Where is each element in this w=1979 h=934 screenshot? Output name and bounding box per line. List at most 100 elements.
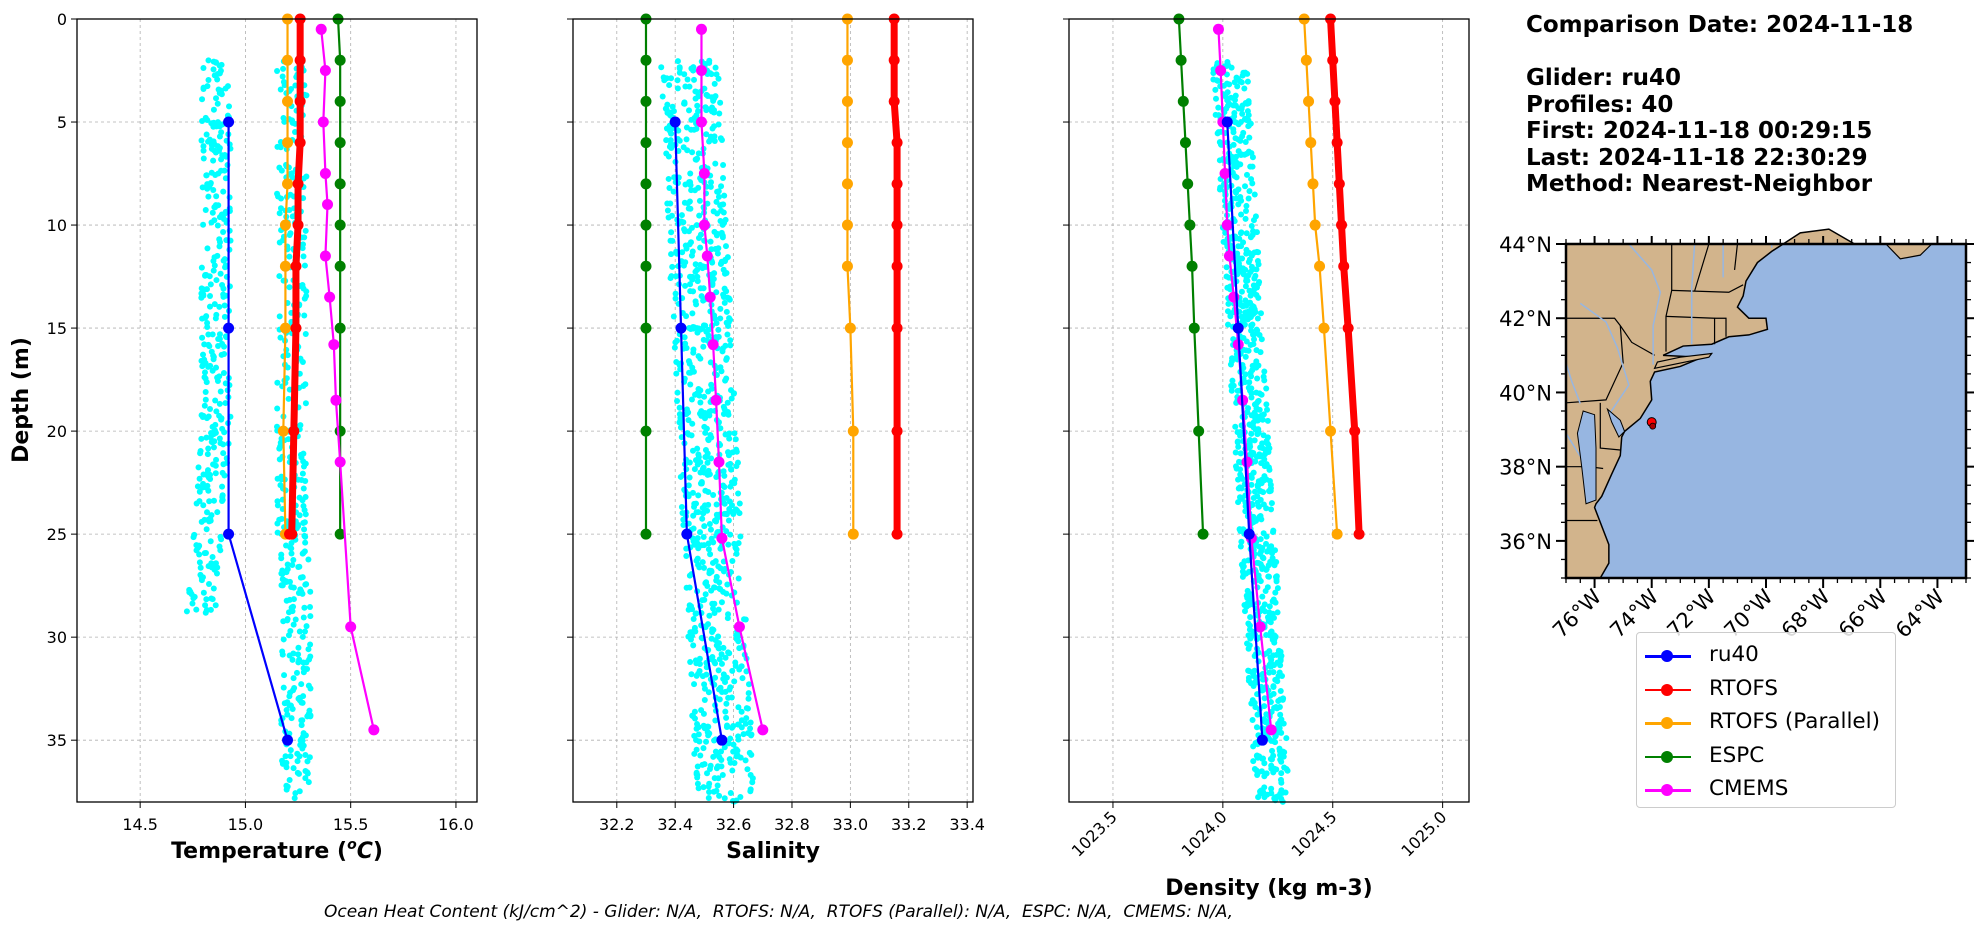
glider-point [200,155,207,162]
glider-point [1242,183,1249,190]
glider-point [208,429,215,436]
glider-point [1257,310,1264,317]
glider-point [676,65,683,72]
glider-point [1225,300,1232,307]
glider-point [214,509,221,516]
glider-location-marker [1649,422,1657,430]
glider-point [1259,687,1266,694]
glider-point [307,613,314,620]
glider-point [1246,188,1253,195]
glider-point [716,696,723,703]
series-point-rtofs-parallel- [841,54,853,66]
glider-point [1272,739,1279,746]
legend-marker [1661,650,1673,662]
glider-point [1265,617,1272,624]
glider-point [1254,315,1261,322]
y-tick-label: 15 [47,319,67,338]
glider-point [306,656,313,663]
glider-point [1214,60,1221,67]
glider-point [720,174,727,181]
glider-point [1268,628,1275,635]
glider-point [708,71,715,78]
glider-point [683,553,690,560]
axes-frame [572,18,974,803]
glider-point [719,771,726,778]
glider-point [206,580,213,587]
legend-entry: CMEMS [1637,773,1895,807]
glider-point [1247,421,1254,428]
glider-point [290,556,297,563]
glider-point [718,748,725,755]
glider-point [204,324,211,331]
glider-point [720,482,727,489]
series-point-cmems [698,168,710,180]
glider-point [684,200,691,207]
glider-point [709,559,716,566]
glider-point [207,293,214,300]
legend-label: CMEMS [1709,776,1789,801]
glider-point [727,342,734,349]
glider-point [678,212,685,219]
glider-point [1238,197,1245,204]
glider-point [697,480,704,487]
glider-point [1269,610,1276,617]
glider-point [668,212,675,219]
glider-point [218,536,225,543]
glider-point [1242,138,1249,145]
glider-point [687,659,694,666]
glider-point [729,767,736,774]
glider-point [1249,697,1256,704]
glider-point [691,466,698,473]
glider-point [280,636,287,643]
glider-point [708,385,715,392]
glider-point [220,285,227,292]
glider-point [736,666,743,673]
glider-point [307,641,314,648]
glider-point [711,133,718,140]
glider-point [728,395,735,402]
glider-point [274,423,281,430]
glider-point [749,775,756,782]
glider-point [281,672,288,679]
glider-point [1261,703,1268,710]
glider-point [1240,129,1247,136]
glider-point [1220,238,1227,245]
glider-point [703,738,710,745]
glider-point [694,535,701,542]
series-point-cmems [1265,724,1277,736]
legend-marker [1661,717,1673,729]
glider-point [718,368,725,375]
glider-point [1263,540,1270,547]
series-point-rtofs-parallel- [841,137,853,149]
glider-point [1252,415,1259,422]
glider-point [200,351,207,358]
glider-point [718,229,725,236]
lat-tick-label: 44°N [1499,233,1552,257]
glider-point [196,475,203,482]
glider-point [295,476,302,483]
series-point-cmems [328,339,340,351]
glider-point [204,509,211,516]
glider-point [705,546,712,553]
legend-entry: RTOFS [1637,673,1895,707]
river [1579,302,1630,416]
legend-marker [1661,750,1673,763]
series-point-espc [1186,260,1198,272]
glider-point [725,449,732,456]
glider-point [207,606,214,613]
glider-point [683,124,690,131]
glider-point [697,459,704,466]
comparison-date: Comparison Date: 2024-11-18 [1526,12,1914,38]
glider-point [200,291,207,298]
glider-point [288,604,295,611]
series-point-cmems [319,168,331,180]
glider-point [299,633,306,640]
series-line-ru40 [1226,121,1264,741]
series-point-espc [1193,425,1205,437]
glider-point [673,359,680,366]
series-point-rtofs-parallel- [277,425,289,437]
glider-point [721,192,728,199]
series-point-rtofs [1331,137,1343,149]
x-tick-label: 33.2 [891,815,927,834]
glider-point [204,482,211,489]
